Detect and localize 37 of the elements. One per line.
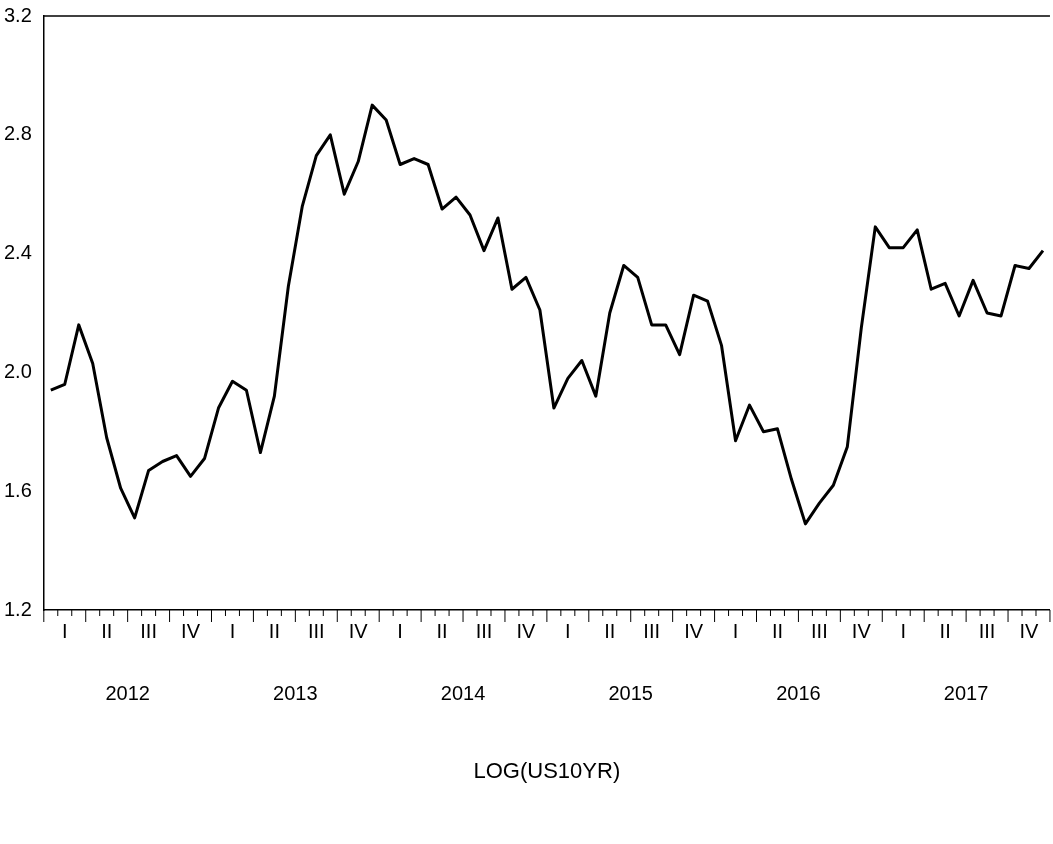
- x-tick-label: II: [101, 619, 113, 642]
- x-tick-label: I: [61, 619, 68, 642]
- x-tick-label: IV: [851, 619, 872, 642]
- x-tick-label: II: [604, 619, 616, 642]
- x-tick-label: I: [229, 619, 236, 642]
- y-tick-label: 1.2: [3, 597, 32, 620]
- text: 2015: [608, 681, 653, 704]
- x-tick-label: II: [771, 619, 784, 642]
- y-tick-label: 3.2: [3, 3, 32, 26]
- text: 2014: [440, 681, 486, 704]
- x-tick-label: III: [140, 619, 157, 642]
- x-tick-label: IV: [516, 619, 537, 642]
- y-tick-label: 1.6: [3, 478, 32, 501]
- text: 2013: [273, 681, 318, 704]
- x-tick-label: III: [978, 619, 996, 642]
- y-tick-label: 2.4: [3, 241, 32, 264]
- x-tick-label: I: [900, 619, 907, 642]
- x-tick-label: IV: [348, 619, 369, 642]
- x-tick-label: II: [939, 619, 951, 642]
- x-tick-label: I: [397, 619, 403, 642]
- y-tick-label: 2.0: [3, 359, 32, 382]
- x-tick-label: IV: [684, 619, 704, 642]
- text: 2012: [105, 681, 150, 704]
- x-tick-label: IV: [1019, 619, 1040, 642]
- x-tick-label: IV: [181, 619, 201, 642]
- y-tick-label: 2.8: [3, 122, 32, 145]
- text: 2017: [943, 681, 989, 704]
- x-tick-label: I: [732, 619, 739, 642]
- x-tick-label: III: [475, 619, 493, 642]
- text: 2016: [776, 681, 821, 704]
- x-tick-label: I: [565, 619, 571, 642]
- text: LOG(US10YR): [473, 758, 621, 784]
- x-tick-label: III: [811, 619, 828, 642]
- x-tick-label: III: [643, 619, 661, 642]
- x-tick-label: II: [436, 619, 448, 642]
- x-tick-label: II: [268, 619, 280, 642]
- x-tick-label: III: [307, 619, 325, 642]
